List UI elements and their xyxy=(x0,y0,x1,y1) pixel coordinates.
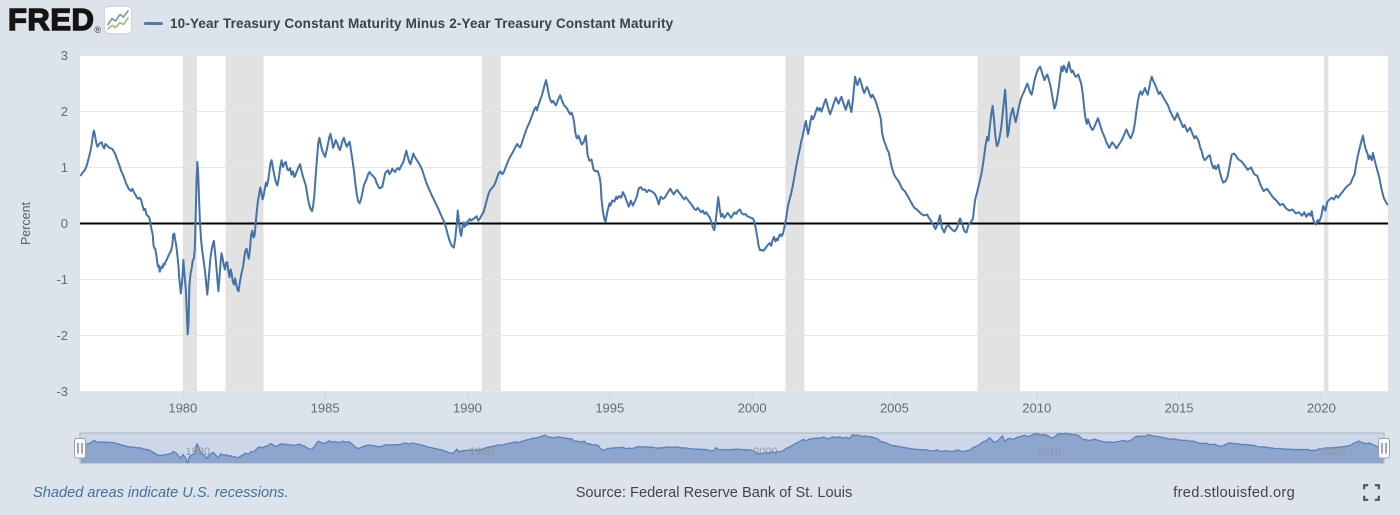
navigator-handle-left[interactable] xyxy=(74,438,86,459)
fullscreen-icon[interactable] xyxy=(1363,484,1380,501)
footer: Shaded areas indicate U.S. recessions. S… xyxy=(0,478,1400,508)
x-axis-tick-label: 2000 xyxy=(738,401,767,416)
source-text: Source: Federal Reserve Bank of St. Loui… xyxy=(575,485,853,501)
chart-legend: 10-Year Treasury Constant Maturity Minus… xyxy=(144,0,673,46)
navigator-year-label: 2020 xyxy=(1321,446,1345,458)
sparkline-blue-line xyxy=(107,10,129,26)
navigator-year-label: 2000 xyxy=(753,446,777,458)
x-axis-tick-label: 1995 xyxy=(595,401,624,416)
x-axis-tick-label: 1980 xyxy=(168,401,197,416)
fullscreen-corners xyxy=(1363,484,1380,501)
y-axis-title: Percent xyxy=(19,201,33,245)
x-axis-tick-label: 2020 xyxy=(1307,401,1336,416)
y-axis-tick-label: -3 xyxy=(56,384,68,399)
navigator-year-label: 1980 xyxy=(185,446,209,458)
fred-sparkline-icon xyxy=(105,7,132,33)
y-axis-tick-label: -1 xyxy=(56,272,68,287)
y-axis-tick-label: 1 xyxy=(61,160,68,175)
y-axis-tick-label: 0 xyxy=(61,216,68,231)
x-axis-tick-label: 1990 xyxy=(453,401,482,416)
sparkline-green-line xyxy=(107,17,129,30)
fred-logo-text: FRED xyxy=(7,2,95,37)
navigator-year-label: 2010 xyxy=(1037,446,1061,458)
navigator-area-line xyxy=(80,432,1384,464)
x-axis-tick-label: 1985 xyxy=(311,401,340,416)
site-link[interactable]: fred.stlouisfed.org xyxy=(1173,485,1295,501)
y-axis-tick-label: 3 xyxy=(61,48,68,63)
x-axis-tick-label: 2010 xyxy=(1022,401,1051,416)
recession-note-link[interactable]: Shaded areas indicate U.S. recessions. xyxy=(33,485,289,501)
header: FRED ® 10-Year Treasury Constant Maturity… xyxy=(0,0,1400,46)
legend-series-label: 10-Year Treasury Constant Maturity Minus… xyxy=(170,15,674,31)
y-axis-tick-label: 2 xyxy=(61,104,68,119)
y-axis-tick-label: -2 xyxy=(56,328,68,343)
navigator-handle-right[interactable] xyxy=(1378,438,1390,459)
registered-trademark-icon: ® xyxy=(94,25,102,35)
navigator-area xyxy=(80,433,1384,463)
x-axis-tick-label: 2015 xyxy=(1165,401,1194,416)
legend-line-swatch xyxy=(144,21,163,25)
x-axis-tick-label: 2005 xyxy=(880,401,909,416)
navigator-year-label: 1990 xyxy=(469,446,493,458)
series-line xyxy=(79,61,1389,336)
fred-logo[interactable]: FRED ® xyxy=(7,2,132,37)
